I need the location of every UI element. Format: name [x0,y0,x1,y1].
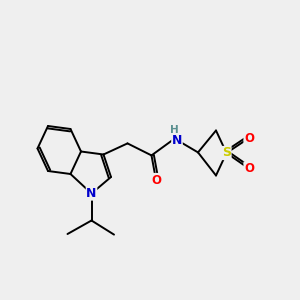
Text: S: S [222,146,231,160]
Text: N: N [172,134,182,147]
Text: O: O [244,131,254,145]
Text: H: H [169,125,178,135]
Text: N: N [86,187,97,200]
Text: O: O [151,173,161,187]
Text: O: O [244,162,254,175]
